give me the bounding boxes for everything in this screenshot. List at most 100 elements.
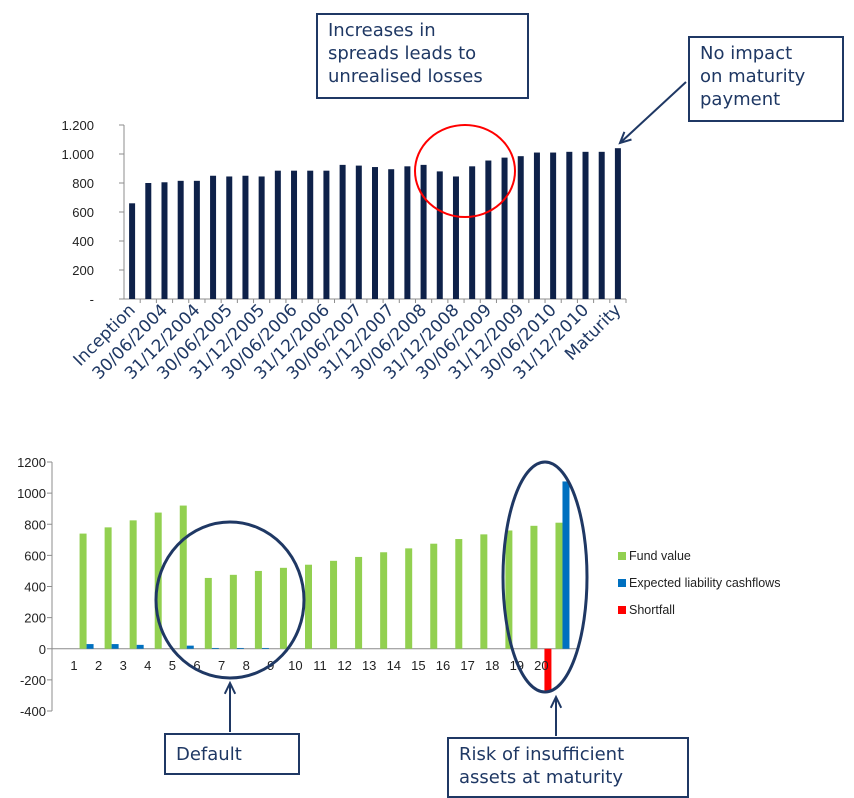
- x-tick-label: 13: [362, 658, 376, 673]
- bar-expected-liability-cashflows: [236, 647, 244, 649]
- y-tick-label: 1.000: [61, 147, 94, 162]
- bar-expected-liability-cashflows: [111, 644, 119, 649]
- y-tick-label: 200: [24, 611, 46, 626]
- bar-fund-value: [79, 533, 87, 649]
- bar-fund-value: [330, 560, 338, 649]
- bar-fund-value: [104, 527, 112, 649]
- bar: [129, 203, 136, 299]
- bar: [614, 148, 621, 299]
- bar-fund-value: [455, 539, 463, 649]
- legend-item-label: Expected liability cashflows: [629, 576, 780, 590]
- maturity-callout-line-2: on maturity: [700, 66, 806, 87]
- legend-swatch: [618, 579, 626, 587]
- bar: [582, 151, 589, 299]
- bar-fund-value: [405, 548, 413, 649]
- bar: [517, 156, 524, 299]
- bar-fund-value: [555, 522, 563, 649]
- x-tick-label: 2: [95, 658, 102, 673]
- bar: [452, 176, 459, 299]
- y-tick-label: 1000: [17, 486, 46, 501]
- bar: [339, 164, 346, 299]
- bar: [355, 165, 362, 299]
- x-tick-label: 8: [243, 658, 250, 673]
- spreads-callout-line-1: Increases in: [328, 20, 436, 41]
- bar-fund-value: [430, 543, 438, 649]
- y-tick-label: 400: [24, 580, 46, 595]
- bar-fund-value: [254, 570, 262, 649]
- bar-expected-liability-cashflows: [186, 645, 194, 649]
- spreads-callout-line-2: spreads leads to: [328, 43, 477, 64]
- bar: [598, 151, 605, 299]
- bar-fund-value: [279, 567, 287, 649]
- x-tick-label: 17: [460, 658, 474, 673]
- bar: [258, 176, 265, 299]
- x-tick-label: 10: [288, 658, 302, 673]
- x-tick-label: 3: [120, 658, 127, 673]
- x-tick-label: 20: [534, 658, 548, 673]
- bar: [291, 170, 298, 299]
- bar-fund-value: [355, 556, 363, 649]
- default-circle: [154, 520, 306, 680]
- bar: [420, 164, 427, 299]
- bar-fund-value: [505, 530, 513, 649]
- bar: [145, 183, 152, 299]
- bar: [323, 170, 330, 299]
- x-tick-label: 18: [485, 658, 499, 673]
- bar-fund-value: [179, 505, 187, 649]
- bar-expected-liability-cashflows: [261, 647, 269, 649]
- bar: [485, 160, 492, 299]
- bar: [436, 171, 443, 299]
- maturity-arrow: [619, 81, 687, 144]
- x-tick-label: 14: [387, 658, 401, 673]
- maturity-callout: No impact on maturity payment: [688, 36, 844, 122]
- legend-swatch: [618, 552, 626, 560]
- insufficient-assets-callout-line-1: Risk of insufficient: [459, 744, 625, 765]
- insufficient-assets-callout: Risk of insufficient assets at maturity: [447, 737, 689, 798]
- y-tick-label: 400: [72, 234, 94, 249]
- bar: [404, 166, 411, 299]
- annotation-overlays: [154, 81, 687, 736]
- x-tick-label: 5: [169, 658, 176, 673]
- bar-expected-liability-cashflows: [86, 644, 94, 649]
- maturity-callout-line-1: No impact: [700, 43, 793, 64]
- bar: [469, 166, 476, 299]
- bar: [210, 175, 217, 299]
- y-tick-label: -: [90, 292, 94, 307]
- bar-expected-liability-cashflows: [211, 647, 219, 649]
- bar: [177, 180, 184, 299]
- insufficient-assets-callout-line-2: assets at maturity: [459, 767, 623, 788]
- bar-fund-value: [530, 525, 538, 649]
- x-tick-label: 7: [218, 658, 225, 673]
- bar-fund-value: [129, 520, 137, 649]
- maturity-circle: [501, 460, 589, 694]
- legend-item-label: Shortfall: [629, 603, 675, 617]
- bar: [566, 151, 573, 299]
- x-tick-label: 15: [411, 658, 425, 673]
- y-tick-label: 600: [24, 548, 46, 563]
- x-tick-label: 12: [337, 658, 351, 673]
- x-tick-label: 1: [70, 658, 77, 673]
- bar: [307, 170, 314, 299]
- bar: [242, 175, 249, 299]
- bar-fund-value: [229, 574, 237, 649]
- bar-fund-value: [305, 564, 312, 649]
- bar-expected-liability-cashflows: [136, 644, 144, 649]
- bar: [550, 152, 557, 299]
- default-callout-line-1: Default: [176, 744, 242, 765]
- legend-item-label: Fund value: [629, 549, 691, 563]
- bar: [388, 169, 395, 299]
- y-tick-label: 800: [72, 176, 94, 191]
- legend-swatch: [618, 606, 626, 614]
- bar-fund-value: [204, 577, 212, 649]
- spread-loss-circle: [414, 124, 516, 218]
- x-tick-label: 11: [313, 658, 327, 673]
- top-bar-chart: -2004006008001.0001.200Inception30/06/20…: [61, 118, 627, 384]
- insufficient-assets-arrow-head: [549, 694, 563, 709]
- x-tick-label: 16: [436, 658, 450, 673]
- spreads-callout-line-3: unrealised losses: [328, 66, 483, 87]
- bar-fund-value: [380, 552, 388, 649]
- bar: [533, 152, 540, 299]
- bar: [161, 182, 168, 299]
